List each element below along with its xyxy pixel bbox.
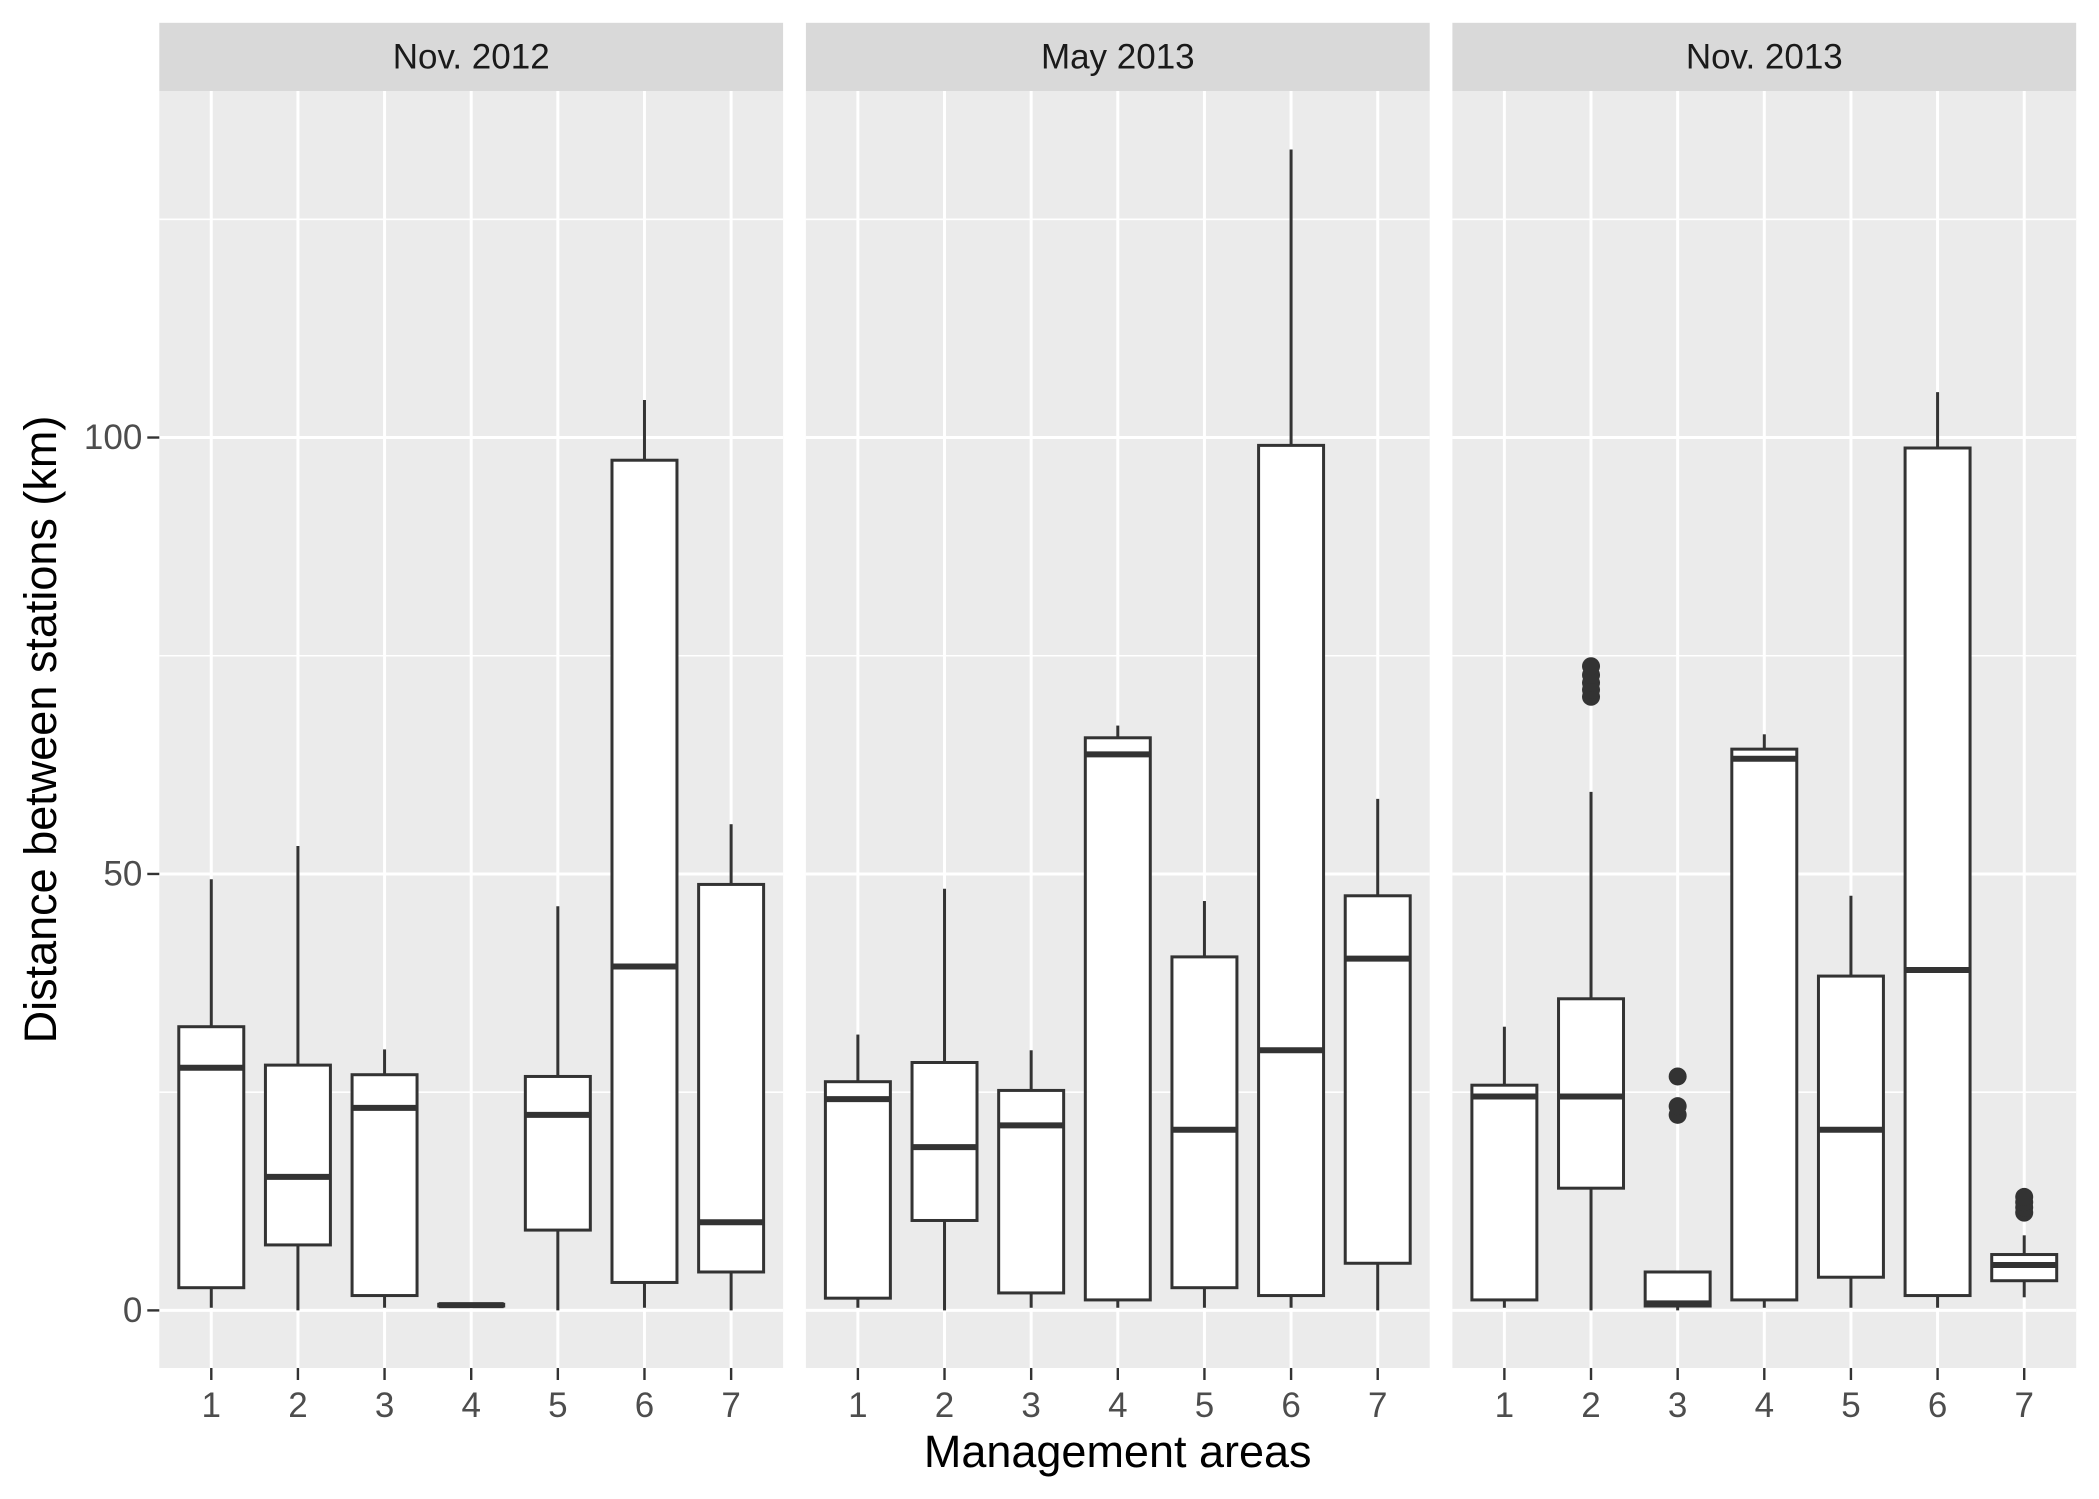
y-tick-label: 0	[123, 1291, 142, 1330]
x-tick-label: 4	[1755, 1386, 1774, 1425]
x-tick-label: 3	[1021, 1386, 1040, 1425]
interquartile-box	[1470, 1083, 1539, 1302]
facet-strip	[1452, 22, 2077, 91]
boxplot-box	[1730, 734, 1799, 1308]
outlier-point	[1582, 657, 1601, 676]
y-tick-label: 50	[103, 854, 142, 893]
x-tick-label: 6	[635, 1386, 654, 1425]
boxplot-box	[1557, 657, 1626, 1311]
x-tick-label: 1	[848, 1386, 867, 1425]
facet-strip-label: May 2013	[1041, 37, 1195, 76]
interquartile-box	[1083, 736, 1152, 1302]
boxplot-box	[610, 399, 679, 1308]
interquartile-box	[350, 1073, 419, 1298]
boxplot-box	[823, 1034, 892, 1308]
boxplot-box	[1083, 725, 1152, 1308]
x-tick-label: 5	[548, 1386, 567, 1425]
boxplot-box	[1470, 1026, 1539, 1308]
interquartile-box	[1257, 443, 1326, 1298]
interquartile-box	[1730, 747, 1799, 1302]
boxplot-box	[177, 879, 246, 1308]
outlier-point	[1668, 1067, 1687, 1086]
boxplot-box	[523, 906, 592, 1311]
interquartile-box	[1170, 955, 1239, 1290]
facet-strip-label: Nov. 2013	[1686, 37, 1843, 76]
boxplot-box	[1990, 1187, 2059, 1298]
boxplot-box	[1643, 1067, 1712, 1311]
facet-panel: Nov. 2012	[159, 22, 784, 1368]
interquartile-box	[1557, 997, 1626, 1190]
x-tick-label: 3	[1668, 1386, 1687, 1425]
facet-panel: May 2013	[805, 22, 1430, 1368]
boxplot-box	[350, 1049, 419, 1308]
x-tick-label: 2	[935, 1386, 954, 1425]
boxplot-box	[1257, 149, 1326, 1308]
interquartile-box	[610, 458, 679, 1284]
y-axis-title: Distance between stations (km)	[15, 416, 66, 1044]
interquartile-box	[997, 1088, 1066, 1295]
outlier-point	[1668, 1097, 1687, 1116]
facet-strip	[805, 22, 1430, 91]
x-tick-label: 2	[1581, 1386, 1600, 1425]
interquartile-box	[1903, 446, 1972, 1298]
x-tick-label: 2	[288, 1386, 307, 1425]
x-tick-label: 1	[1495, 1386, 1514, 1425]
x-tick-label: 4	[1108, 1386, 1127, 1425]
boxplot-box	[697, 824, 766, 1311]
x-tick-label: 1	[202, 1386, 221, 1425]
x-tick-label: 5	[1195, 1386, 1214, 1425]
interquartile-box	[1343, 894, 1412, 1265]
boxplot-box	[1170, 901, 1239, 1308]
x-tick-label: 6	[1928, 1386, 1947, 1425]
x-tick-label: 7	[721, 1386, 740, 1425]
boxplot-box	[1816, 895, 1885, 1308]
x-tick-label: 7	[2014, 1386, 2033, 1425]
boxplot-box	[997, 1050, 1066, 1308]
x-tick-label: 6	[1281, 1386, 1300, 1425]
boxplot-box	[910, 888, 979, 1311]
y-tick-label: 100	[84, 418, 142, 457]
outlier-point	[2015, 1187, 2034, 1206]
boxplot-box	[437, 1302, 506, 1309]
facet-strip	[159, 22, 784, 91]
boxplot-box	[1903, 392, 1972, 1308]
x-tick-label: 7	[1368, 1386, 1387, 1425]
interquartile-box	[823, 1080, 892, 1300]
x-axis-title: Management areas	[924, 1426, 1312, 1477]
interquartile-box	[263, 1063, 332, 1247]
interquartile-box	[1816, 974, 1885, 1279]
x-tick-label: 5	[1841, 1386, 1860, 1425]
x-tick-label: 4	[461, 1386, 480, 1425]
interquartile-box	[523, 1074, 592, 1232]
facet-strip-label: Nov. 2012	[393, 37, 550, 76]
facet-panel: Nov. 2013	[1452, 22, 2077, 1368]
interquartile-box	[910, 1060, 979, 1222]
interquartile-box	[697, 882, 766, 1274]
x-tick-label: 3	[375, 1386, 394, 1425]
boxplot-box	[263, 846, 332, 1311]
boxplot-box	[1343, 798, 1412, 1311]
